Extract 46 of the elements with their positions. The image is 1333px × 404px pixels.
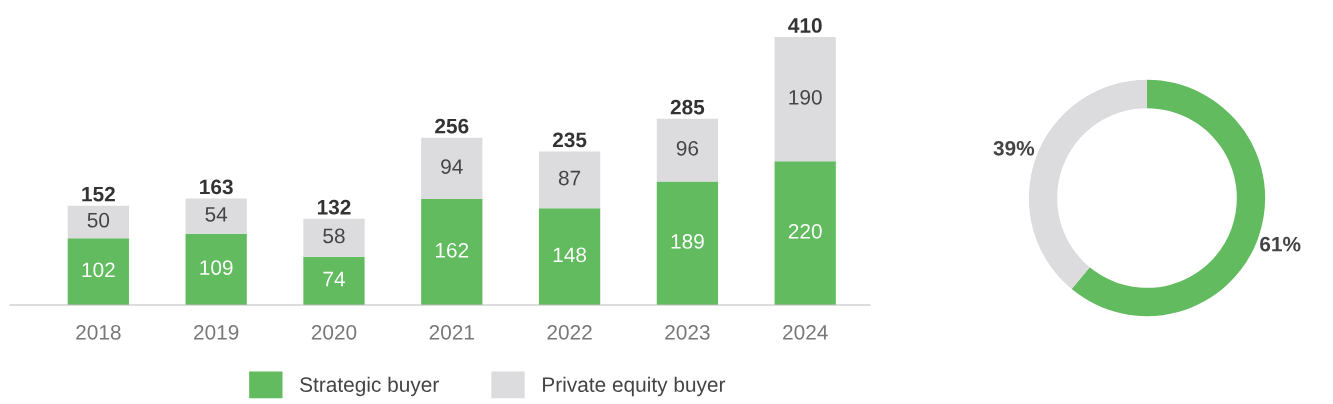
data-label: 148 [553, 247, 587, 263]
bar [67, 205, 129, 239]
data-label: 94 [441, 159, 463, 174]
bar [538, 208, 601, 305]
data-label: 189 [671, 234, 704, 249]
total-label: 256 [435, 118, 469, 134]
bar [421, 199, 483, 305]
data-label: 74 [323, 271, 345, 287]
total-label: 285 [670, 99, 705, 115]
data-label: 58 [323, 228, 345, 244]
bar [656, 118, 719, 182]
x-tick-label: 2019 [194, 324, 239, 340]
total-label: 235 [552, 132, 587, 148]
legend-label: Strategic buyer [300, 376, 439, 397]
bar [538, 151, 601, 209]
data-label: 96 [676, 140, 699, 156]
total-label: 152 [82, 186, 115, 202]
x-tick-label: 2023 [665, 324, 710, 340]
data-label: 190 [789, 89, 822, 105]
legend-label: Private equity buyer [543, 376, 726, 397]
data-label: 220 [788, 223, 822, 239]
total-label: 132 [317, 199, 351, 215]
bar [421, 137, 483, 200]
data-label: 162 [435, 242, 469, 258]
data-label: 102 [82, 262, 115, 278]
data-label: 61% [1260, 236, 1301, 252]
total-label: 163 [200, 179, 233, 195]
bar [185, 198, 247, 234]
x-tick-label: 2024 [783, 324, 828, 340]
total-label: 410 [788, 18, 822, 33]
data-label: 50 [87, 212, 110, 228]
bar [774, 161, 836, 305]
x-tick-label: 2022 [547, 324, 592, 340]
data-label: 109 [200, 260, 233, 275]
bar [774, 36, 836, 162]
bar [185, 233, 247, 305]
data-label: 39% [993, 140, 1035, 156]
data-label: 87 [558, 170, 581, 186]
x-tick-label: 2020 [311, 324, 357, 340]
bar [656, 181, 719, 305]
x-tick-label: 2021 [429, 324, 474, 340]
bar [67, 238, 129, 305]
data-label: 54 [205, 207, 228, 222]
bar [303, 256, 365, 305]
bar [303, 218, 365, 257]
x-tick-label: 2018 [76, 324, 121, 340]
